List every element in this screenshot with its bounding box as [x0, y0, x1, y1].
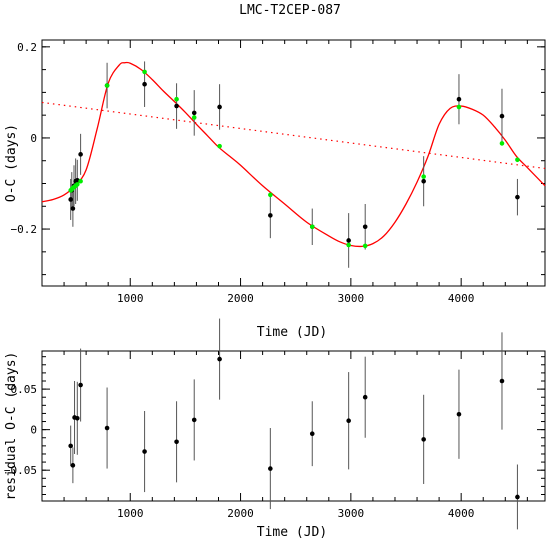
residual-x-tick-label: 2000 [227, 507, 254, 520]
o-c-x-tick-label: 3000 [338, 292, 365, 305]
residual-point [362, 394, 368, 400]
residual-point [74, 415, 80, 421]
o-c-plot-frame [41, 39, 546, 287]
residual-x-tick-label: 1000 [117, 507, 144, 520]
residual-point [104, 425, 110, 431]
model-point [499, 141, 505, 146]
residual-x-axis-label: Time (JD) [257, 525, 327, 540]
residual-point [346, 418, 351, 424]
model-point [174, 96, 179, 102]
observed-point [191, 110, 197, 116]
observed-point [268, 213, 273, 218]
model-point [515, 157, 520, 163]
observed-point [217, 104, 222, 110]
residual-y-tick-label: 0.05 [11, 383, 38, 396]
o-c-y-tick-label: 0.2 [17, 41, 37, 54]
chart-title: LMC-T2CEP-087 [239, 3, 341, 18]
residual-x-tick-label: 4000 [448, 507, 475, 520]
observed-point [499, 113, 505, 119]
residual-point [78, 382, 83, 388]
observed-point [421, 178, 426, 184]
residual-x-tick-label: 3000 [338, 507, 365, 520]
observed-point [70, 206, 76, 211]
residual-point [68, 443, 73, 449]
trend-line [41, 101, 546, 170]
o-c-panel: 1000 2000 3000 4000 0.2 0 −0.2 Time (JD) O-C (… [4, 39, 546, 340]
model-point [309, 224, 315, 230]
model-point [268, 192, 273, 198]
model-point [74, 182, 80, 187]
residual-point [268, 466, 273, 471]
o-c-x-axis-label: Time (JD) [257, 325, 327, 340]
o-c-x-tick-label: 1000 [117, 292, 144, 305]
residual-point [309, 431, 315, 437]
residual-point [217, 356, 222, 362]
residual-point [421, 437, 426, 442]
residual-plot-frame [41, 350, 546, 502]
model-point [362, 243, 368, 249]
residual-y-axis-label: residual O-C (days) [4, 352, 19, 501]
model-point [78, 178, 83, 184]
model-point [217, 143, 222, 149]
observed-point [456, 96, 462, 102]
residual-point [142, 449, 147, 454]
residual-point [70, 463, 76, 468]
observed-point [68, 197, 73, 202]
o-c-x-tick-label: 4000 [448, 292, 475, 305]
observed-point [174, 103, 179, 109]
model-point [421, 174, 426, 179]
observed-point [515, 194, 520, 200]
observed-point [142, 81, 147, 87]
o-c-y-tick-label: −0.2 [11, 223, 38, 236]
residual-y-tick-label: −0.05 [4, 464, 37, 477]
model-point [346, 242, 351, 248]
residual-point [174, 439, 179, 445]
model-curve [41, 61, 546, 248]
observed-point [362, 224, 368, 230]
observed-point [346, 238, 351, 243]
residual-panel: 1000 2000 3000 4000 0.05 0 −0.05 Time (JD) res… [4, 318, 546, 540]
model-point [104, 83, 110, 88]
o-c-x-tick-label: 2000 [227, 292, 254, 305]
model-point [456, 104, 462, 110]
residual-point [499, 378, 505, 384]
residual-y-tick-label: 0 [30, 424, 37, 437]
o-c-y-tick-label: 0 [30, 132, 37, 145]
residual-point [456, 411, 462, 417]
residual-point [191, 417, 197, 423]
model-point [142, 69, 147, 75]
model-point [191, 115, 197, 120]
observed-point [78, 152, 83, 157]
o-c-y-axis-label: O-C (days) [4, 124, 19, 202]
residual-point [515, 494, 520, 500]
